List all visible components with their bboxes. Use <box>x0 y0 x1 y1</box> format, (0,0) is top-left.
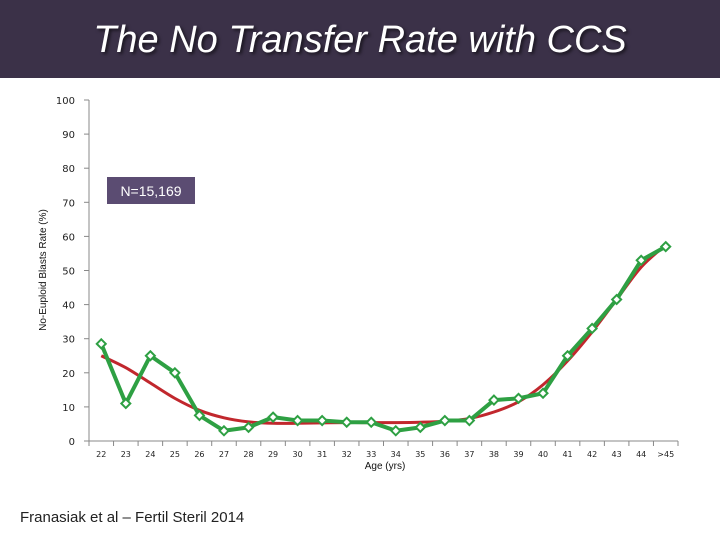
data-point <box>316 414 329 427</box>
x-tick-labels: 22 23 24 25 26 27 28 29 30 31 32 33 34 35 36 37 38 39 40 41… <box>88 441 679 459</box>
data-point <box>193 409 206 422</box>
sample-size-label: N=15,169 <box>107 177 195 204</box>
y-tick-label: 10 <box>62 403 75 414</box>
y-tick-label: 70 <box>62 198 75 209</box>
x-tick-label: 26 <box>194 450 204 459</box>
x-tick-label: 27 <box>219 450 229 459</box>
citation: Franasiak et al – Fertil Steril 2014 <box>20 509 245 526</box>
x-tick-label: 42 <box>587 450 597 459</box>
y-tick-labels: 0 10 20 30 40 50 60 70 80 90 100 <box>56 96 89 448</box>
data-point <box>168 366 181 379</box>
data-point <box>414 421 427 434</box>
data-point <box>242 421 255 434</box>
data-point <box>438 414 451 427</box>
data-point <box>610 293 623 306</box>
y-tick-label: 60 <box>62 232 75 243</box>
x-tick-label: 30 <box>293 450 303 459</box>
x-tick-label: 33 <box>366 450 376 459</box>
x-tick-label: 32 <box>342 450 352 459</box>
x-tick-label: 37 <box>464 450 474 459</box>
data-point <box>488 394 500 406</box>
x-tick-label: 40 <box>538 450 548 459</box>
chart-series <box>95 240 672 437</box>
data-point <box>659 240 672 253</box>
slide-title: The No Transfer Rate with CCS <box>93 18 627 61</box>
data-point <box>389 424 402 437</box>
data-point <box>365 416 378 429</box>
y-axis-title: No-Euploid Blasts Rate (%) <box>38 209 49 331</box>
data-point <box>95 337 108 350</box>
y-tick-label: 80 <box>62 164 75 175</box>
data-point <box>635 254 648 267</box>
x-tick-label: 35 <box>415 450 425 459</box>
x-tick-label: 34 <box>391 450 401 459</box>
x-tick-label: 29 <box>268 450 278 459</box>
x-tick-label: 28 <box>243 450 253 459</box>
x-tick-label: 44 <box>636 450 646 459</box>
data-point <box>267 411 279 424</box>
x-tick-label: 41 <box>562 450 572 459</box>
x-tick-label: 25 <box>170 450 180 459</box>
y-tick-label: 20 <box>62 369 75 380</box>
observed-line <box>99 244 667 433</box>
y-tick-label: 90 <box>62 130 75 141</box>
y-tick-label: 30 <box>62 335 75 346</box>
x-tick-label: 24 <box>145 450 155 459</box>
title-bar: The No Transfer Rate with CCS <box>0 0 720 78</box>
y-tick-label: 40 <box>62 301 75 312</box>
data-point <box>218 424 230 437</box>
data-point <box>463 414 476 427</box>
data-point <box>119 397 132 410</box>
x-tick-label: 43 <box>612 450 622 459</box>
x-tick-label: 38 <box>489 450 499 459</box>
data-point <box>144 349 157 362</box>
x-tick-label: 36 <box>440 450 450 459</box>
x-tick-label: 39 <box>513 450 523 459</box>
y-tick-label: 0 <box>69 437 75 448</box>
data-point <box>537 387 549 400</box>
x-axis-title: Age (yrs) <box>365 461 406 472</box>
x-tick-label: 22 <box>96 450 106 459</box>
x-tick-label: 23 <box>121 450 131 459</box>
data-point <box>512 392 525 405</box>
y-tick-label: 50 <box>62 267 75 278</box>
chart-axes <box>88 100 678 442</box>
data-point <box>561 349 574 362</box>
trend-line <box>100 243 667 425</box>
x-tick-label: 31 <box>317 450 327 459</box>
data-point <box>586 322 599 335</box>
data-point <box>340 416 353 429</box>
x-tick-label: >45 <box>657 450 674 459</box>
y-tick-label: 100 <box>56 96 75 107</box>
data-point <box>291 414 304 427</box>
